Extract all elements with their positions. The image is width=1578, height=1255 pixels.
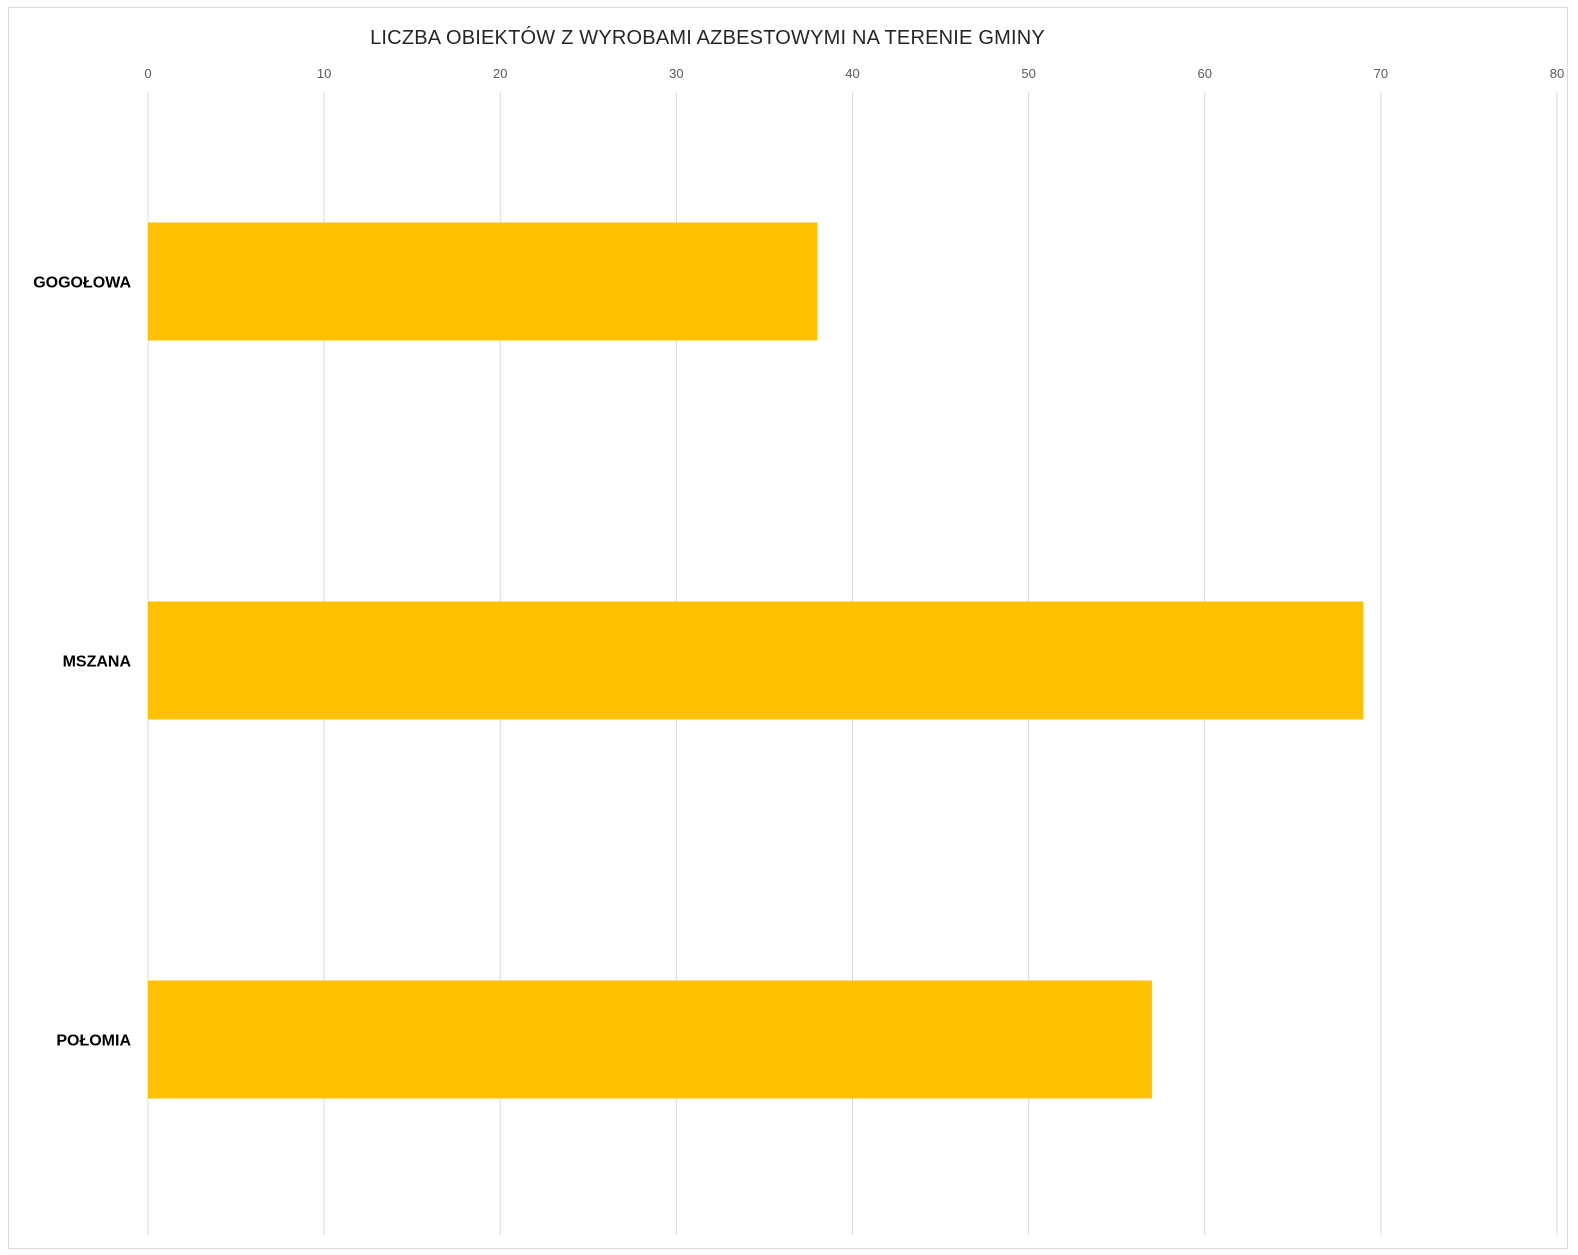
category-labels: GOGOŁOWA MSZANA POŁOMIA — [33, 275, 131, 1050]
x-tick-label: 50 — [1021, 66, 1035, 81]
x-tick-label: 30 — [669, 66, 683, 81]
x-tick-labels: 0 10 20 30 40 50 60 70 80 — [144, 66, 1564, 81]
x-tick-label: 60 — [1198, 66, 1212, 81]
x-tick-label: 20 — [493, 66, 507, 81]
x-tick-label: 0 — [144, 66, 151, 81]
bar-1 — [148, 601, 1364, 720]
x-tick-label: 10 — [317, 66, 331, 81]
x-tick-label: 70 — [1374, 66, 1388, 81]
category-label: POŁOMIA — [56, 1033, 131, 1050]
x-tick-label: 40 — [845, 66, 859, 81]
category-label: GOGOŁOWA — [33, 275, 131, 292]
category-label: MSZANA — [63, 654, 132, 671]
bars — [148, 222, 1364, 1099]
chart-title: LICZBA OBIEKTÓW Z WYROBAMI AZBESTOWYMI N… — [370, 27, 1045, 49]
x-tick-label: 80 — [1550, 66, 1564, 81]
bar-2 — [148, 980, 1152, 1099]
bar-0 — [148, 222, 818, 341]
